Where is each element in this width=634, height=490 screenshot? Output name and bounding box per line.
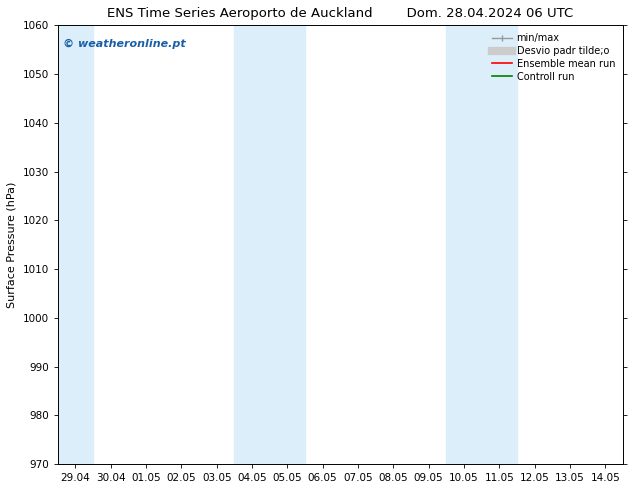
Bar [235, 25, 305, 464]
Text: © weatheronline.pt: © weatheronline.pt [63, 38, 186, 49]
Title: ENS Time Series Aeroporto de Auckland        Dom. 28.04.2024 06 UTC: ENS Time Series Aeroporto de Auckland Do… [107, 7, 574, 20]
Legend: min/max, Desvio padr tilde;o, Ensemble mean run, Controll run: min/max, Desvio padr tilde;o, Ensemble m… [489, 30, 618, 85]
Y-axis label: Surface Pressure (hPa): Surface Pressure (hPa) [7, 181, 17, 308]
Bar [58, 25, 93, 464]
Bar [446, 25, 517, 464]
